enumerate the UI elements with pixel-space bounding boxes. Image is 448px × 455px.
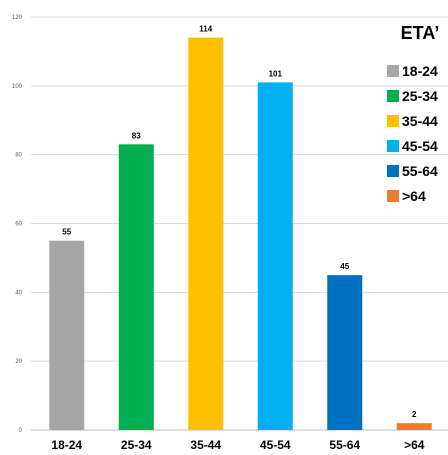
legend-swatch — [387, 140, 399, 152]
data-label: 114 — [199, 25, 212, 34]
legend: ETA’ 18-24 25-34 35-44 45-54 55-64 >64 — [387, 23, 439, 204]
bar->64 — [396, 423, 432, 430]
legend-entry: 18-24 — [402, 63, 438, 79]
x-category-label: 45-54 — [260, 438, 291, 452]
data-label: 55 — [62, 228, 71, 237]
x-category-label: 35-44 — [190, 438, 221, 452]
x-category-label: 18-24 — [51, 438, 82, 452]
x-category-label: >64 — [404, 438, 425, 452]
y-tick-label: 60 — [15, 222, 22, 228]
legend-entry: 55-64 — [402, 163, 438, 179]
data-label: 45 — [340, 262, 349, 271]
y-axis-ticks: 0 20 40 60 80 100 120 — [12, 15, 23, 434]
legend-swatch — [387, 190, 399, 202]
legend-entry: 45-54 — [402, 138, 438, 154]
legend-entry: 25-34 — [402, 88, 438, 104]
x-category-label: 55-64 — [329, 438, 360, 452]
y-tick-label: 0 — [19, 428, 23, 434]
legend-swatch — [387, 90, 399, 102]
x-category-label: 25-34 — [121, 438, 152, 452]
bar-55-64 — [327, 275, 363, 430]
bar-25-34 — [118, 144, 154, 430]
y-tick-label: 100 — [12, 84, 23, 90]
legend-entry: >64 — [402, 188, 426, 204]
data-label: 101 — [269, 69, 283, 78]
data-label: 83 — [132, 131, 141, 140]
bars — [49, 37, 432, 431]
legend-swatch — [387, 165, 399, 177]
gridlines — [31, 16, 448, 362]
x-axis-categories: 18-24 25-34 35-44 45-54 55-64 >64 — [51, 438, 424, 452]
bar-18-24 — [49, 240, 85, 430]
bar-35-44 — [188, 37, 224, 431]
y-tick-label: 80 — [15, 153, 22, 159]
data-labels: 55 83 114 101 45 2 — [62, 25, 417, 419]
y-tick-label: 120 — [12, 15, 23, 21]
legend-entry: 35-44 — [402, 113, 438, 129]
y-tick-label: 40 — [15, 290, 22, 296]
data-label: 2 — [412, 410, 417, 419]
y-tick-label: 20 — [15, 359, 22, 365]
legend-title: ETA’ — [401, 23, 440, 43]
legend-swatch — [387, 65, 399, 77]
legend-swatch — [387, 115, 399, 127]
bar-45-54 — [257, 82, 293, 431]
